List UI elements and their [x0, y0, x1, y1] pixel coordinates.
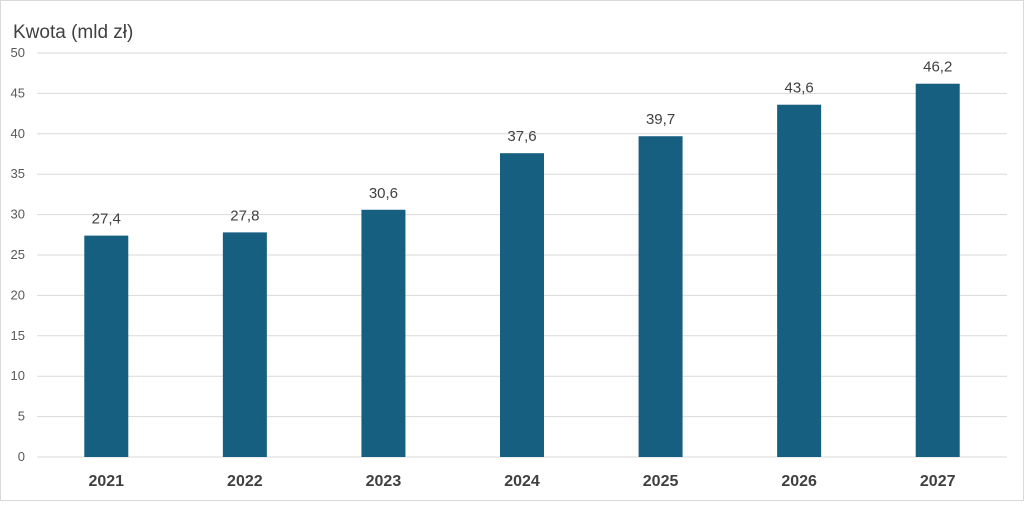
y-axis-label: Kwota (mld zł)	[13, 22, 133, 43]
y-tick-label: 30	[11, 207, 25, 222]
data-label: 30,6	[369, 185, 398, 202]
data-labels: 27,4 27,8 30,6 37,6 39,7 43,6 46,2	[92, 59, 953, 228]
x-tick-labels: 2021 2022 2023 2024 2025 2026 2027	[88, 473, 955, 490]
bar	[84, 235, 129, 457]
bar	[777, 104, 822, 457]
y-tick-labels: 0 5 10 15 20 25 30 35 40 45 50	[11, 45, 25, 464]
y-tick-label: 10	[11, 368, 25, 383]
data-label: 27,4	[92, 211, 121, 228]
y-tick-label: 5	[18, 409, 25, 424]
y-tick-label: 20	[11, 287, 25, 302]
x-tick-label: 2023	[366, 473, 402, 490]
data-label: 27,8	[230, 207, 259, 224]
data-label: 37,6	[507, 128, 536, 145]
y-tick-label: 25	[11, 247, 25, 262]
y-tick-label: 45	[11, 85, 25, 100]
x-tick-label: 2021	[88, 473, 124, 490]
y-tick-label: 50	[11, 45, 25, 60]
x-tick-label: 2025	[643, 473, 679, 490]
bar	[361, 209, 406, 457]
x-tick-label: 2022	[227, 473, 263, 490]
bars	[84, 83, 960, 457]
data-label: 46,2	[923, 59, 952, 76]
x-tick-label: 2026	[781, 473, 817, 490]
bar	[638, 136, 683, 457]
data-label: 39,7	[646, 111, 675, 128]
y-tick-label: 15	[11, 328, 25, 343]
x-tick-label: 2027	[920, 473, 956, 490]
bar	[222, 232, 267, 457]
x-tick-label: 2024	[504, 473, 540, 490]
y-tick-label: 0	[18, 449, 25, 464]
y-tick-label: 35	[11, 166, 25, 181]
data-label: 43,6	[785, 80, 814, 97]
bar	[915, 83, 960, 457]
y-tick-label: 40	[11, 126, 25, 141]
bar	[500, 153, 544, 457]
